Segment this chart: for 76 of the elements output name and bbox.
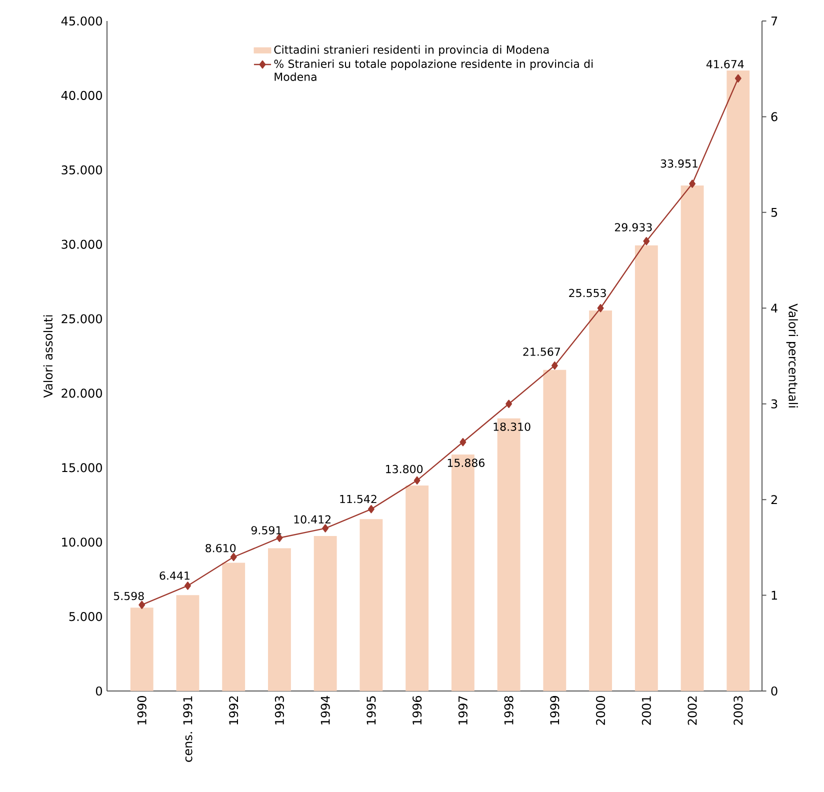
x-tick-label: 1993	[274, 696, 284, 724]
point	[138, 600, 146, 609]
data-label: 13.800	[386, 464, 423, 474]
y-tick-label: 45.000	[61, 16, 102, 26]
y2-tick-label: 2	[771, 495, 777, 504]
bar	[406, 486, 429, 691]
x-tick-label: 1994	[320, 696, 330, 724]
bar	[222, 562, 246, 691]
x-tick-label: 2001	[642, 696, 651, 725]
x-tick-label: 1996	[412, 696, 422, 724]
y-tick-label: 40.000	[61, 90, 102, 100]
y-tick-label: 20.000	[62, 388, 102, 398]
data-label: 41.674	[706, 60, 744, 68]
y2-tick-label: 7	[771, 16, 778, 26]
y-tick-label: 30.000	[62, 240, 102, 249]
bar	[130, 608, 154, 691]
data-label: 9.591	[251, 526, 282, 534]
data-label: 11.542	[340, 494, 376, 504]
y-tick-label: 10.000	[62, 538, 102, 547]
bar	[176, 595, 200, 691]
y2-tick-label: 4	[771, 304, 778, 313]
data-label: 5.598	[114, 592, 144, 600]
x-tick-label: 1995	[366, 696, 376, 724]
point	[414, 476, 420, 485]
data-label: 8.610	[206, 544, 236, 552]
y2-tick-label: 1	[772, 590, 777, 600]
bar	[634, 245, 658, 691]
y-tick-label: 35.000	[62, 165, 102, 174]
bar	[314, 536, 337, 691]
x-tick-label: 1992	[229, 696, 238, 724]
data-label: 15.886	[448, 458, 484, 467]
x-tick-label: 1990	[137, 696, 146, 724]
point	[734, 74, 742, 83]
point	[506, 400, 512, 408]
data-label: 25.553	[569, 288, 606, 298]
legend-label: % Stranieri su totale popolazione residente in provincia di Modena	[274, 59, 593, 81]
data-label: 33.951	[660, 159, 698, 168]
point	[597, 304, 604, 312]
y-tick-label: 25.000	[62, 314, 102, 324]
point	[368, 505, 374, 514]
x-tick-label: 1999	[550, 696, 560, 724]
y-axis-title: Valori assoluti	[43, 315, 53, 398]
y2-tick-label: 0	[771, 686, 778, 696]
y-tick-label: 0	[96, 686, 102, 696]
point	[322, 524, 329, 532]
legend-label: Cittadini stranieri residenti in provincia di Modena	[274, 45, 549, 56]
point	[184, 582, 191, 590]
data-label: 10.412	[294, 515, 330, 524]
bar	[726, 70, 750, 691]
x-tick-label: 2003	[734, 696, 743, 725]
y-tick-label: 15.000	[62, 463, 102, 472]
x-tick-label: cens. 1991	[183, 696, 192, 762]
point	[276, 534, 283, 542]
x-tick-label: 1998	[504, 696, 514, 724]
y-tick-label: 5.000	[69, 612, 102, 622]
point	[230, 552, 237, 562]
x-tick-label: 2000	[596, 696, 606, 725]
data-label: 29.933	[614, 223, 652, 232]
point	[689, 180, 696, 188]
bar	[360, 519, 383, 691]
point	[460, 438, 466, 446]
y2-tick-label: 3	[771, 399, 778, 408]
bar	[268, 548, 291, 691]
bar	[680, 186, 704, 691]
y2-axis-title: Valori percentuali	[786, 304, 798, 408]
x-tick-label: 1997	[458, 696, 468, 724]
x-tick-label: 2002	[688, 696, 697, 725]
y2-tick-label: 5	[771, 208, 778, 217]
point	[643, 237, 650, 246]
data-label: 6.441	[160, 571, 190, 580]
bar	[543, 370, 566, 691]
data-label: 18.310	[494, 422, 530, 431]
data-label: 21.567	[523, 348, 560, 356]
point	[551, 361, 558, 370]
y2-tick-label: 6	[771, 112, 778, 122]
bar	[589, 310, 612, 691]
